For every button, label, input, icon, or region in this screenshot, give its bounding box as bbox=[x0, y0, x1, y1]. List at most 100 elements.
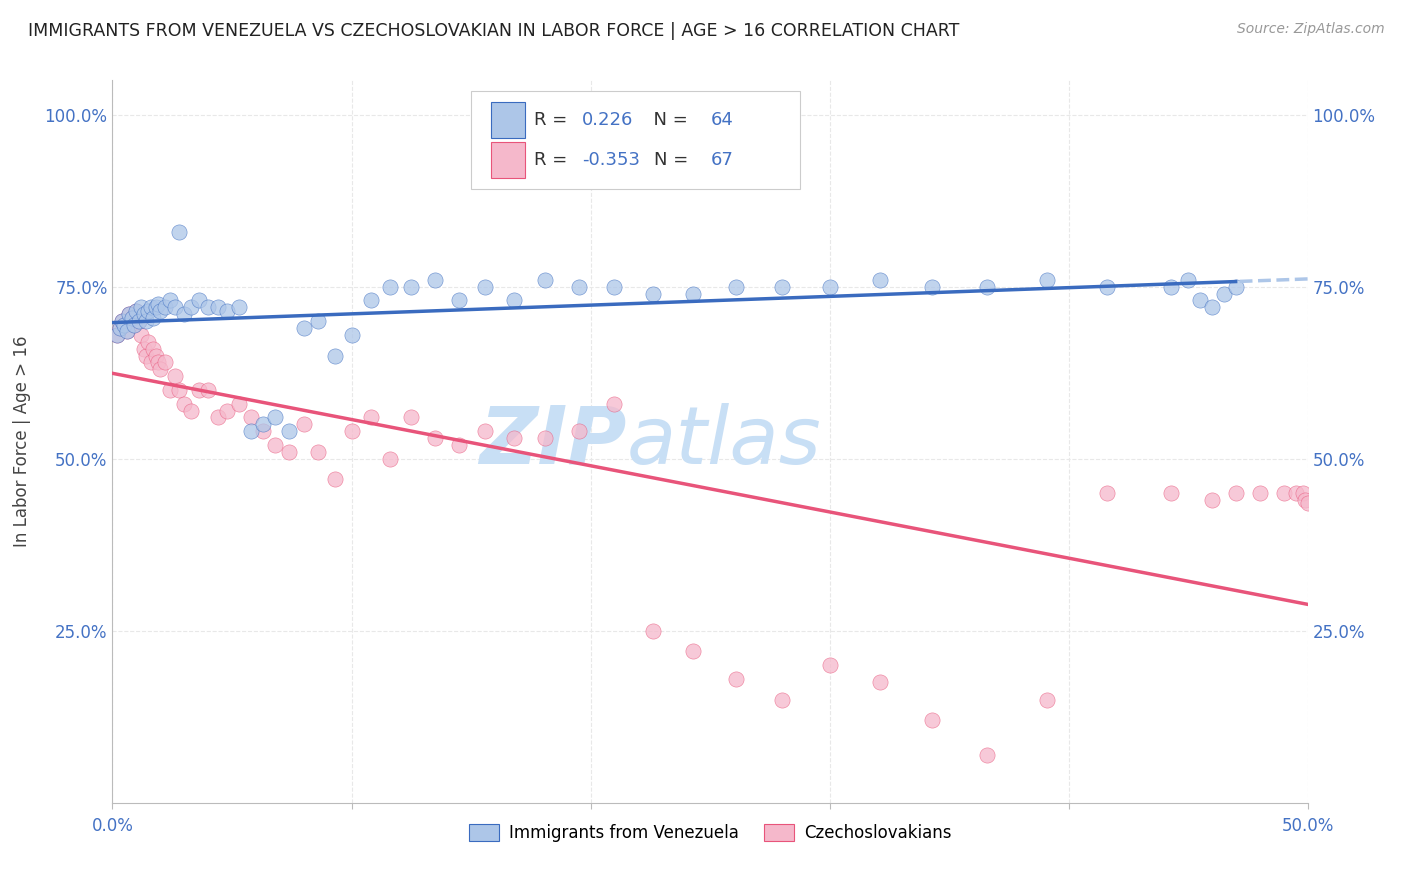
Point bbox=[503, 431, 526, 445]
Point bbox=[118, 307, 141, 321]
Point bbox=[869, 675, 891, 690]
Point bbox=[169, 383, 191, 397]
Text: 0.226: 0.226 bbox=[582, 111, 634, 129]
Point bbox=[307, 445, 329, 459]
Point bbox=[278, 424, 301, 438]
Point bbox=[682, 286, 704, 301]
Point bbox=[1213, 286, 1236, 301]
Point bbox=[378, 451, 401, 466]
Text: 64: 64 bbox=[711, 111, 734, 129]
Point bbox=[142, 342, 165, 356]
Point bbox=[292, 321, 315, 335]
Point bbox=[207, 410, 229, 425]
Point bbox=[921, 279, 943, 293]
Point bbox=[146, 355, 169, 369]
Point bbox=[1294, 493, 1316, 508]
Point bbox=[132, 342, 155, 356]
Point bbox=[115, 325, 138, 339]
Text: N =: N = bbox=[643, 111, 693, 129]
Point bbox=[114, 318, 135, 332]
Point bbox=[108, 321, 131, 335]
Point bbox=[125, 303, 148, 318]
Point bbox=[149, 362, 172, 376]
Text: ZIP: ZIP bbox=[479, 402, 627, 481]
Y-axis label: In Labor Force | Age > 16: In Labor Force | Age > 16 bbox=[13, 335, 31, 548]
Point bbox=[145, 301, 167, 315]
Point bbox=[187, 293, 209, 308]
Point bbox=[142, 310, 165, 325]
Point bbox=[129, 327, 152, 342]
Point bbox=[401, 410, 423, 425]
Point bbox=[1189, 293, 1212, 308]
Point bbox=[240, 410, 263, 425]
Point bbox=[149, 303, 172, 318]
Point bbox=[1095, 279, 1118, 293]
Point bbox=[1160, 486, 1182, 500]
Point bbox=[603, 397, 626, 411]
FancyBboxPatch shape bbox=[471, 91, 800, 189]
Point bbox=[1296, 496, 1319, 510]
Point bbox=[135, 314, 157, 328]
Point bbox=[340, 424, 363, 438]
Point bbox=[159, 293, 181, 308]
Point bbox=[207, 301, 229, 315]
Point bbox=[163, 369, 186, 384]
Point bbox=[108, 321, 131, 335]
Point bbox=[125, 303, 148, 318]
Point bbox=[278, 445, 301, 459]
Point bbox=[122, 318, 145, 332]
Text: Source: ZipAtlas.com: Source: ZipAtlas.com bbox=[1237, 22, 1385, 37]
Point bbox=[252, 417, 274, 432]
Point bbox=[1272, 486, 1295, 500]
Point bbox=[146, 297, 169, 311]
Point bbox=[1201, 493, 1223, 508]
Point bbox=[145, 349, 167, 363]
Point bbox=[111, 314, 134, 328]
Point bbox=[217, 403, 239, 417]
Point bbox=[869, 273, 891, 287]
Point bbox=[121, 310, 143, 325]
Point bbox=[1249, 486, 1271, 500]
Point bbox=[180, 403, 202, 417]
Point bbox=[180, 301, 202, 315]
FancyBboxPatch shape bbox=[491, 142, 524, 178]
Legend: Immigrants from Venezuela, Czechoslovakians: Immigrants from Venezuela, Czechoslovaki… bbox=[463, 817, 957, 848]
Point bbox=[568, 279, 591, 293]
Point bbox=[264, 438, 287, 452]
Point bbox=[568, 424, 591, 438]
Point bbox=[447, 438, 470, 452]
Point bbox=[1095, 486, 1118, 500]
Point bbox=[138, 303, 160, 318]
Text: R =: R = bbox=[534, 151, 574, 169]
Point bbox=[921, 713, 943, 727]
Point bbox=[770, 692, 793, 706]
Point bbox=[111, 314, 134, 328]
Point bbox=[425, 273, 447, 287]
Point bbox=[128, 314, 150, 328]
FancyBboxPatch shape bbox=[491, 102, 524, 138]
Point bbox=[240, 424, 263, 438]
Point bbox=[1225, 279, 1247, 293]
Point bbox=[725, 279, 748, 293]
Point bbox=[340, 327, 363, 342]
Point bbox=[173, 307, 195, 321]
Point bbox=[360, 293, 382, 308]
Point bbox=[169, 225, 191, 239]
Point bbox=[818, 658, 841, 673]
Point bbox=[132, 307, 155, 321]
Point bbox=[292, 417, 315, 432]
Point bbox=[139, 301, 162, 315]
Point bbox=[135, 349, 157, 363]
Point bbox=[197, 301, 219, 315]
Point bbox=[1225, 486, 1247, 500]
Point bbox=[1036, 692, 1059, 706]
Point bbox=[118, 307, 141, 321]
Point bbox=[252, 424, 274, 438]
Point bbox=[1036, 273, 1059, 287]
Point bbox=[1201, 301, 1223, 315]
Point bbox=[159, 383, 181, 397]
Point bbox=[139, 355, 162, 369]
Point bbox=[228, 397, 250, 411]
Point bbox=[129, 301, 152, 315]
Text: atlas: atlas bbox=[627, 402, 821, 481]
